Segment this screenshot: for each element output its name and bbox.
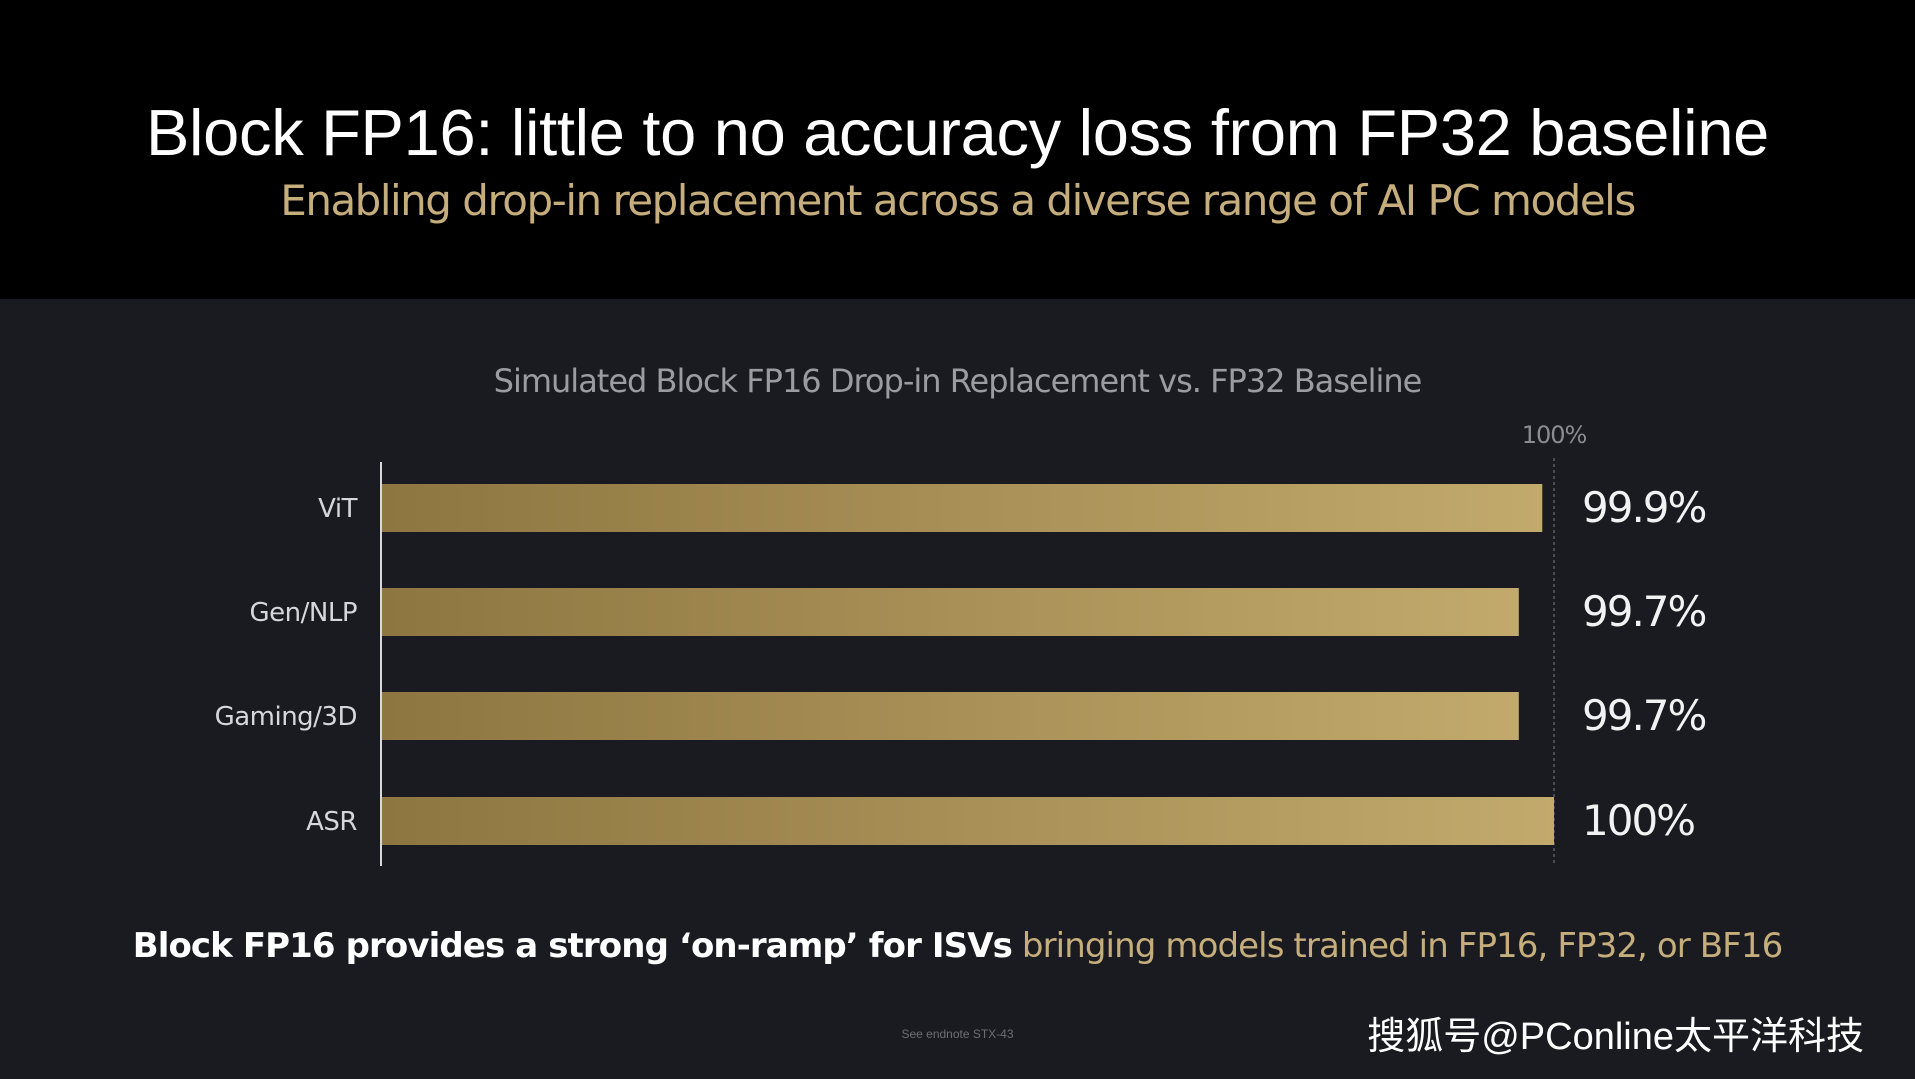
takeaway-regular: bringing models trained in FP16, FP32, o… [1012,926,1783,966]
slide-title: Block FP16: little to no accuracy loss f… [145,96,1770,169]
value-label: 99.7% [1582,587,1706,636]
bar-gen-nlp [381,588,1519,636]
category-label: ASR [306,807,357,837]
slide-header: Block FP16: little to no accuracy loss f… [0,0,1915,299]
category-label: Gen/NLP [250,598,358,628]
slide-subtitle: Enabling drop-in replacement across a di… [280,176,1636,225]
category-label: ViT [318,494,357,524]
takeaway-bold: Block FP16 provides a strong ‘on-ramp’ f… [132,926,1013,966]
takeaway-statement: Block FP16 provides a strong ‘on-ramp’ f… [0,920,1915,972]
chart-title: Simulated Block FP16 Drop-in Replacement… [493,362,1423,400]
watermark: 搜狐号@PConline太平洋科技 [1367,1016,1864,1058]
bar-vit [381,484,1543,532]
bar-gaming-3d [381,692,1519,740]
value-label: 99.9% [1582,483,1706,532]
category-label: Gaming/3D [215,702,357,732]
endnote: See endnote STX-43 [901,1027,1014,1041]
reference-line-label: 100% [1522,421,1587,449]
bar-asr [381,797,1554,845]
value-label: 99.7% [1582,691,1706,740]
value-label: 100% [1582,796,1694,845]
